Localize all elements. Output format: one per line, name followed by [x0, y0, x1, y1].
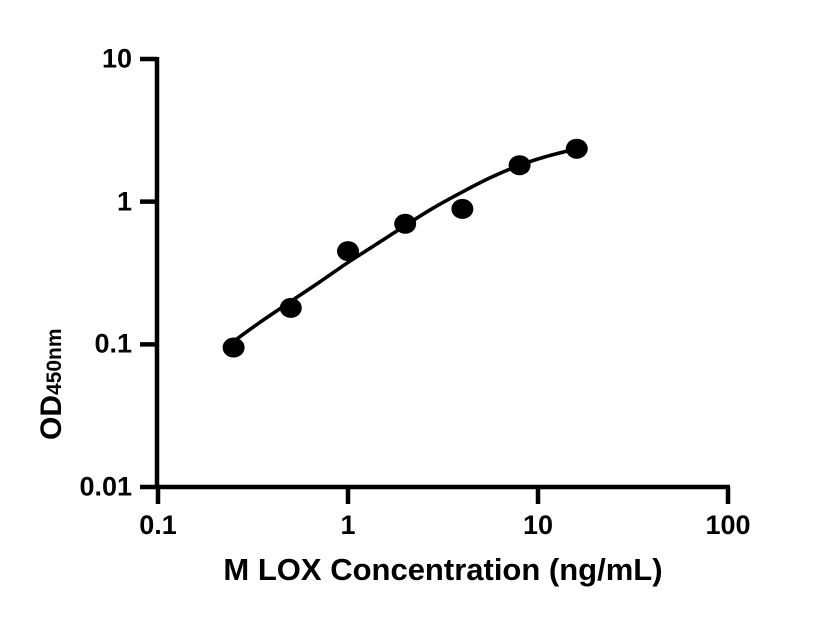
axis-lines — [154, 57, 730, 490]
y-axis-title-base: OD — [35, 395, 68, 440]
data-point — [394, 213, 417, 234]
y-axis-ticks — [140, 56, 157, 490]
data-point — [565, 138, 588, 159]
y-tick-label: 1 — [116, 186, 132, 217]
x-axis-ticks — [155, 487, 731, 504]
data-point — [337, 241, 359, 262]
data-point — [222, 337, 245, 358]
x-tick-label: 0.1 — [139, 510, 177, 540]
x-tick-label: 1 — [340, 510, 356, 540]
y-axis-title-subscript: 450nm — [43, 328, 66, 395]
y-axis-title: OD450nm — [30, 40, 74, 440]
y-tick-label: 0.1 — [94, 328, 132, 359]
y-tick-label: 0.01 — [79, 471, 132, 502]
data-point — [508, 155, 531, 176]
x-tick-label: 10 — [522, 510, 554, 540]
x-axis-title: M LOX Concentration (ng/mL) — [223, 552, 663, 587]
x-tick-label: 100 — [705, 510, 751, 540]
data-point — [279, 297, 302, 318]
data-point-markers — [222, 138, 588, 358]
data-point — [451, 198, 474, 219]
y-tick-label: 10 — [101, 43, 132, 74]
